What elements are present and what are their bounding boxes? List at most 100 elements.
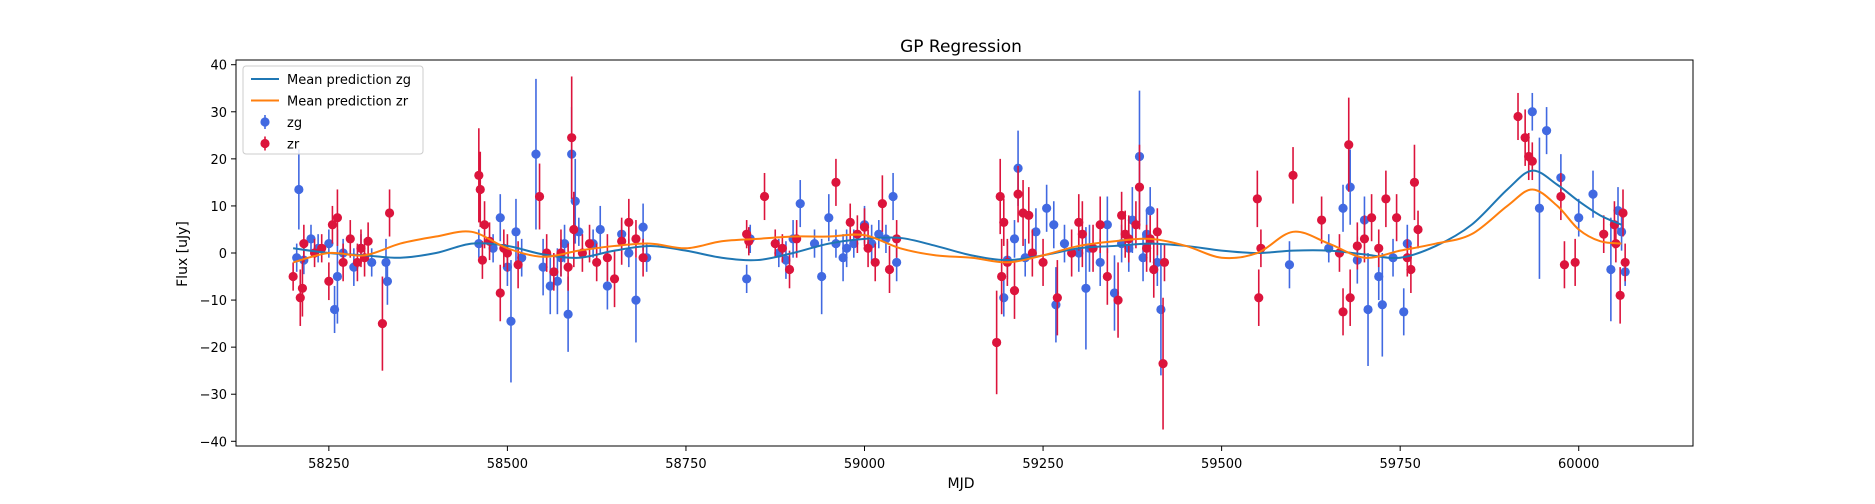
legend: Mean prediction zg Mean prediction zr zg zr xyxy=(242,65,424,155)
data-point xyxy=(477,255,488,265)
data-point xyxy=(1117,210,1127,220)
line-mean-prediction-zr xyxy=(292,188,1622,264)
data-point xyxy=(592,257,602,268)
data-point xyxy=(1145,206,1155,216)
data-point xyxy=(997,271,1007,282)
line-mean-prediction-zg xyxy=(293,169,1622,262)
data-point xyxy=(870,257,880,268)
data-point xyxy=(888,191,898,202)
data-point xyxy=(1345,293,1355,303)
data-point xyxy=(624,248,634,258)
y-axis-label: Flux [uJy] xyxy=(175,221,191,287)
data-point xyxy=(1095,220,1105,230)
x-tick-label: 58250 xyxy=(308,457,349,472)
data-point xyxy=(1344,140,1354,150)
data-point xyxy=(1009,286,1020,296)
data-point xyxy=(1615,290,1625,300)
data-point xyxy=(475,184,485,195)
data-point xyxy=(1142,243,1152,253)
data-point xyxy=(1009,234,1020,244)
data-point xyxy=(831,177,841,187)
data-point xyxy=(1149,264,1159,275)
data-point xyxy=(877,198,887,209)
data-point xyxy=(1367,213,1377,223)
data-point xyxy=(324,238,334,249)
x-axis-label: MJD xyxy=(948,476,975,492)
data-point xyxy=(1284,260,1295,270)
data-point xyxy=(863,243,873,253)
data-point xyxy=(1077,229,1087,239)
data-point xyxy=(332,271,343,282)
x-tick-label: 59000 xyxy=(844,457,885,472)
data-point xyxy=(1024,210,1034,220)
y-tick-label: 30 xyxy=(210,106,227,121)
data-point xyxy=(511,227,521,237)
data-point xyxy=(1392,213,1402,223)
data-point xyxy=(892,257,902,268)
data-point xyxy=(488,243,498,253)
data-point xyxy=(1074,217,1084,228)
data-point xyxy=(1556,191,1566,202)
data-point xyxy=(327,220,338,230)
data-point xyxy=(1113,295,1123,305)
y-tick-label: 10 xyxy=(210,200,227,215)
data-point xyxy=(1254,293,1264,303)
data-point xyxy=(345,234,355,244)
data-point xyxy=(377,319,388,329)
data-point xyxy=(517,253,527,263)
data-point xyxy=(602,253,612,263)
data-point xyxy=(1520,133,1530,143)
x-tick-label: 58750 xyxy=(665,457,706,472)
data-point xyxy=(609,274,620,284)
x-tick-label: 58500 xyxy=(487,457,528,472)
data-point xyxy=(842,243,852,253)
data-point xyxy=(295,293,305,303)
data-point xyxy=(824,213,834,223)
data-point xyxy=(770,238,780,249)
data-point xyxy=(584,238,595,249)
data-point xyxy=(602,281,612,291)
legend-box xyxy=(242,65,424,155)
data-point xyxy=(1338,203,1348,213)
data-point xyxy=(288,271,298,282)
data-point xyxy=(324,276,334,286)
data-point xyxy=(329,304,340,315)
data-point xyxy=(624,217,634,228)
data-point xyxy=(595,224,605,235)
data-point xyxy=(352,257,363,268)
data-point xyxy=(495,213,505,223)
data-point xyxy=(1574,213,1584,223)
data-point xyxy=(1156,304,1166,315)
data-point xyxy=(1377,300,1387,310)
data-point xyxy=(742,229,752,239)
data-point xyxy=(849,238,859,249)
data-point xyxy=(1399,307,1409,317)
data-point xyxy=(545,281,555,291)
data-point xyxy=(297,283,308,293)
legend-label: Mean prediction zg xyxy=(287,73,411,88)
data-point xyxy=(1131,220,1141,230)
data-point xyxy=(332,213,343,223)
data-point xyxy=(1559,260,1570,270)
data-point xyxy=(381,257,391,268)
data-point xyxy=(1352,241,1362,251)
data-point xyxy=(513,260,523,270)
axes: 58250 58500 58750 59000 59250 59500 59750 60000… xyxy=(200,59,1694,472)
x-tick-label: 59500 xyxy=(1201,457,1242,472)
y-tick-label: 0 xyxy=(219,247,227,262)
data-point xyxy=(1527,107,1537,117)
data-point xyxy=(1606,264,1616,275)
data-point xyxy=(1345,182,1355,192)
data-point xyxy=(1027,248,1037,258)
data-point xyxy=(1081,283,1091,293)
x-tick-label: 59250 xyxy=(1022,457,1063,472)
data-point xyxy=(1541,126,1552,136)
data-point xyxy=(742,274,752,284)
data-point xyxy=(294,184,304,195)
data-point xyxy=(631,234,641,244)
data-point xyxy=(1038,257,1048,268)
x-tick-label: 60000 xyxy=(1558,457,1599,472)
data-point xyxy=(1363,304,1373,315)
data-point xyxy=(1059,238,1070,249)
